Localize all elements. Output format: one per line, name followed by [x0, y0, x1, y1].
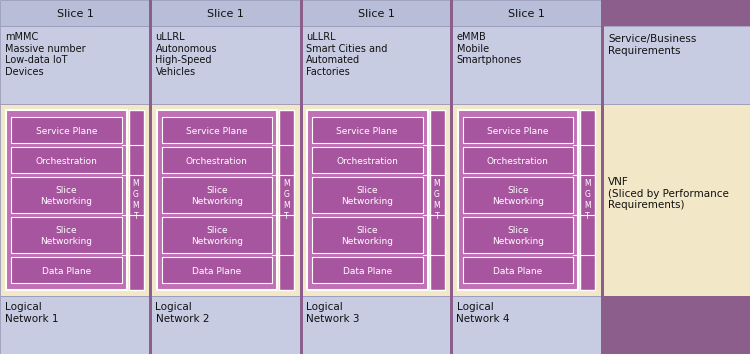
Bar — [11, 177, 122, 213]
Text: Service Plane: Service Plane — [487, 126, 548, 136]
Bar — [307, 110, 428, 290]
Text: VNF
(Sliced by Performance
Requirements): VNF (Sliced by Performance Requirements) — [608, 177, 729, 210]
Bar — [463, 117, 573, 143]
Bar — [11, 257, 122, 283]
Bar — [312, 217, 422, 253]
Text: Service Plane: Service Plane — [337, 126, 398, 136]
Bar — [312, 117, 422, 143]
Text: Slice
Networking: Slice Networking — [492, 226, 544, 246]
Text: M
G
M
T: M G M T — [433, 179, 440, 221]
Text: Slice 1: Slice 1 — [207, 9, 245, 19]
Text: M
G
M
T: M G M T — [284, 179, 290, 221]
Bar — [312, 257, 422, 283]
Bar — [0, 26, 602, 104]
Bar — [602, 104, 750, 296]
Text: Slice
Networking: Slice Networking — [341, 226, 393, 246]
Bar — [602, 0, 750, 26]
Bar — [161, 117, 272, 143]
Text: Slice 1: Slice 1 — [57, 9, 94, 19]
Text: Orchestration: Orchestration — [487, 156, 549, 166]
Bar — [463, 257, 573, 283]
Bar — [602, 296, 750, 354]
Text: Slice 1: Slice 1 — [509, 9, 545, 19]
Bar — [458, 110, 578, 290]
Text: Slice
Networking: Slice Networking — [341, 186, 393, 206]
Bar — [463, 217, 573, 253]
Bar — [128, 110, 143, 290]
Text: Data Plane: Data Plane — [343, 267, 392, 275]
Bar — [11, 117, 122, 143]
Bar — [299, 0, 302, 354]
Text: Service Plane: Service Plane — [186, 126, 248, 136]
Text: Service Plane: Service Plane — [35, 126, 97, 136]
Text: eMMB
Mobile
Smartphones: eMMB Mobile Smartphones — [457, 32, 522, 65]
Bar — [149, 0, 152, 354]
Bar — [307, 110, 428, 290]
Text: Data Plane: Data Plane — [494, 267, 542, 275]
Text: Orchestration: Orchestration — [186, 156, 248, 166]
Bar — [161, 147, 272, 173]
Bar — [11, 147, 122, 173]
Text: Orchestration: Orchestration — [336, 156, 398, 166]
Bar — [312, 147, 422, 173]
Text: Data Plane: Data Plane — [42, 267, 91, 275]
Text: Logical
Network 2: Logical Network 2 — [155, 302, 209, 324]
Bar — [0, 104, 602, 296]
Bar — [580, 110, 595, 290]
Text: Slice 1: Slice 1 — [358, 9, 395, 19]
Text: Logical
Network 3: Logical Network 3 — [306, 302, 359, 324]
Bar — [11, 217, 122, 253]
Bar — [6, 110, 127, 290]
Bar — [161, 177, 272, 213]
Bar — [601, 0, 604, 354]
Bar — [430, 110, 445, 290]
Text: Slice
Networking: Slice Networking — [492, 186, 544, 206]
Text: Slice
Networking: Slice Networking — [40, 226, 92, 246]
Bar — [580, 110, 595, 290]
Bar — [450, 0, 453, 354]
Bar — [0, 296, 602, 354]
Bar — [312, 177, 422, 213]
Text: uLLRL
Smart Cities and
Automated
Factories: uLLRL Smart Cities and Automated Factori… — [306, 32, 387, 77]
Bar — [161, 257, 272, 283]
Text: M
G
M
T: M G M T — [133, 179, 140, 221]
Bar — [128, 110, 143, 290]
Text: M
G
M
T: M G M T — [584, 179, 591, 221]
Bar — [279, 110, 294, 290]
Text: Logical
Network 1: Logical Network 1 — [5, 302, 58, 324]
Text: uLLRL
Autonomous
High-Speed
Vehicles: uLLRL Autonomous High-Speed Vehicles — [155, 32, 217, 77]
Bar — [157, 110, 277, 290]
Bar — [279, 110, 294, 290]
Text: Service/Business
Requirements: Service/Business Requirements — [608, 34, 696, 56]
Text: Slice
Networking: Slice Networking — [40, 186, 92, 206]
Text: Slice
Networking: Slice Networking — [190, 226, 243, 246]
Text: Slice
Networking: Slice Networking — [190, 186, 243, 206]
Bar — [463, 177, 573, 213]
Text: Orchestration: Orchestration — [35, 156, 98, 166]
Text: Logical
Network 4: Logical Network 4 — [457, 302, 510, 324]
Text: mMMC
Massive number
Low-data IoT
Devices: mMMC Massive number Low-data IoT Devices — [5, 32, 86, 77]
Bar — [157, 110, 277, 290]
Bar — [458, 110, 578, 290]
Bar — [463, 147, 573, 173]
Bar — [0, 0, 602, 26]
Text: Data Plane: Data Plane — [192, 267, 242, 275]
Bar — [161, 217, 272, 253]
Bar — [602, 26, 750, 104]
Bar — [6, 110, 127, 290]
Bar — [430, 110, 445, 290]
